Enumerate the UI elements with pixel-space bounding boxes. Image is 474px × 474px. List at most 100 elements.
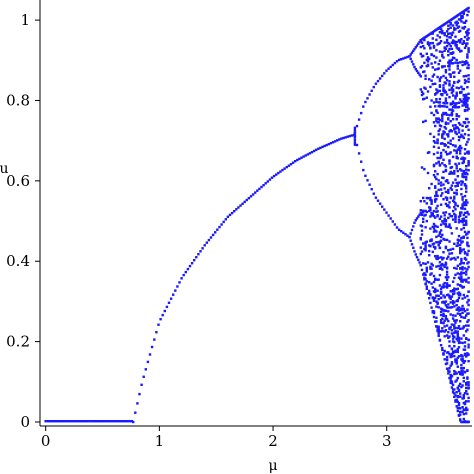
data-point xyxy=(429,301,432,305)
data-point xyxy=(435,110,438,113)
data-point xyxy=(456,244,459,247)
data-point xyxy=(101,420,104,423)
data-point xyxy=(451,62,455,65)
data-point xyxy=(451,137,455,140)
data-point xyxy=(447,141,450,144)
data-point xyxy=(444,99,448,103)
data-point xyxy=(451,289,455,292)
data-point xyxy=(457,79,461,82)
data-point xyxy=(467,150,470,153)
data-point xyxy=(432,121,436,124)
data-point xyxy=(176,285,179,288)
data-point xyxy=(457,339,461,342)
data-point xyxy=(415,256,419,259)
data-point xyxy=(448,206,451,209)
data-point xyxy=(428,249,431,253)
data-point xyxy=(466,369,469,372)
data-point xyxy=(463,121,467,124)
data-point xyxy=(251,193,255,196)
data-point xyxy=(465,324,468,327)
data-point xyxy=(439,330,443,333)
data-point xyxy=(439,215,443,218)
data-point xyxy=(467,92,470,95)
data-point xyxy=(456,330,459,333)
data-point xyxy=(422,211,425,214)
data-point xyxy=(368,93,371,96)
data-point xyxy=(467,74,470,77)
data-point xyxy=(355,124,359,128)
data-point xyxy=(451,391,455,394)
data-point xyxy=(456,376,459,380)
data-point xyxy=(404,233,407,236)
data-point xyxy=(455,58,458,62)
data-point xyxy=(142,375,145,378)
data-point xyxy=(429,245,432,248)
data-point xyxy=(387,214,390,217)
data-point xyxy=(442,86,445,90)
data-point xyxy=(467,249,470,253)
data-point xyxy=(466,61,469,65)
data-point xyxy=(454,400,457,403)
data-point xyxy=(436,91,439,94)
data-point xyxy=(438,118,442,122)
data-point xyxy=(338,138,341,141)
plot-area xyxy=(44,6,470,424)
data-point xyxy=(333,140,337,143)
data-point xyxy=(428,254,431,257)
data-point xyxy=(449,196,452,199)
data-point xyxy=(459,149,462,152)
data-point xyxy=(461,280,464,283)
data-point xyxy=(457,148,461,151)
data-point xyxy=(459,212,462,216)
data-point xyxy=(425,202,428,205)
data-point xyxy=(466,328,469,331)
data-point xyxy=(430,262,433,265)
data-point xyxy=(430,53,433,56)
data-point xyxy=(424,246,427,250)
data-point xyxy=(444,127,448,130)
data-point xyxy=(437,121,440,124)
data-point xyxy=(207,238,211,242)
data-point xyxy=(430,202,433,205)
data-point xyxy=(443,131,446,134)
data-point xyxy=(467,312,470,315)
data-point xyxy=(459,308,462,312)
data-point xyxy=(441,119,444,123)
data-point xyxy=(467,213,470,216)
data-point xyxy=(465,44,468,48)
data-point xyxy=(449,32,452,35)
data-point xyxy=(465,168,468,171)
y-tick-label: 0.6 xyxy=(6,172,30,190)
data-point xyxy=(374,82,378,85)
data-point xyxy=(410,243,414,246)
data-point xyxy=(415,217,419,220)
data-point xyxy=(124,420,127,423)
data-point xyxy=(441,29,444,33)
data-point xyxy=(455,151,458,155)
data-point xyxy=(441,192,444,195)
data-point xyxy=(465,101,468,105)
data-point xyxy=(437,182,440,185)
data-point xyxy=(463,341,467,344)
data-point xyxy=(385,69,388,72)
data-point xyxy=(460,187,463,191)
data-point xyxy=(431,250,434,254)
data-point xyxy=(457,146,461,149)
data-point xyxy=(451,88,455,91)
data-point xyxy=(103,420,106,423)
data-point xyxy=(381,74,384,78)
data-point xyxy=(451,317,455,320)
data-point xyxy=(466,86,469,89)
data-point xyxy=(449,120,452,123)
data-point xyxy=(428,44,431,47)
data-point xyxy=(437,325,440,328)
data-point xyxy=(451,334,455,337)
data-point xyxy=(465,95,468,98)
data-point xyxy=(424,213,427,217)
data-point xyxy=(467,66,470,70)
data-point xyxy=(467,261,470,264)
data-point xyxy=(454,185,457,188)
data-point xyxy=(443,102,446,105)
data-point xyxy=(134,411,137,414)
data-point xyxy=(443,296,446,299)
